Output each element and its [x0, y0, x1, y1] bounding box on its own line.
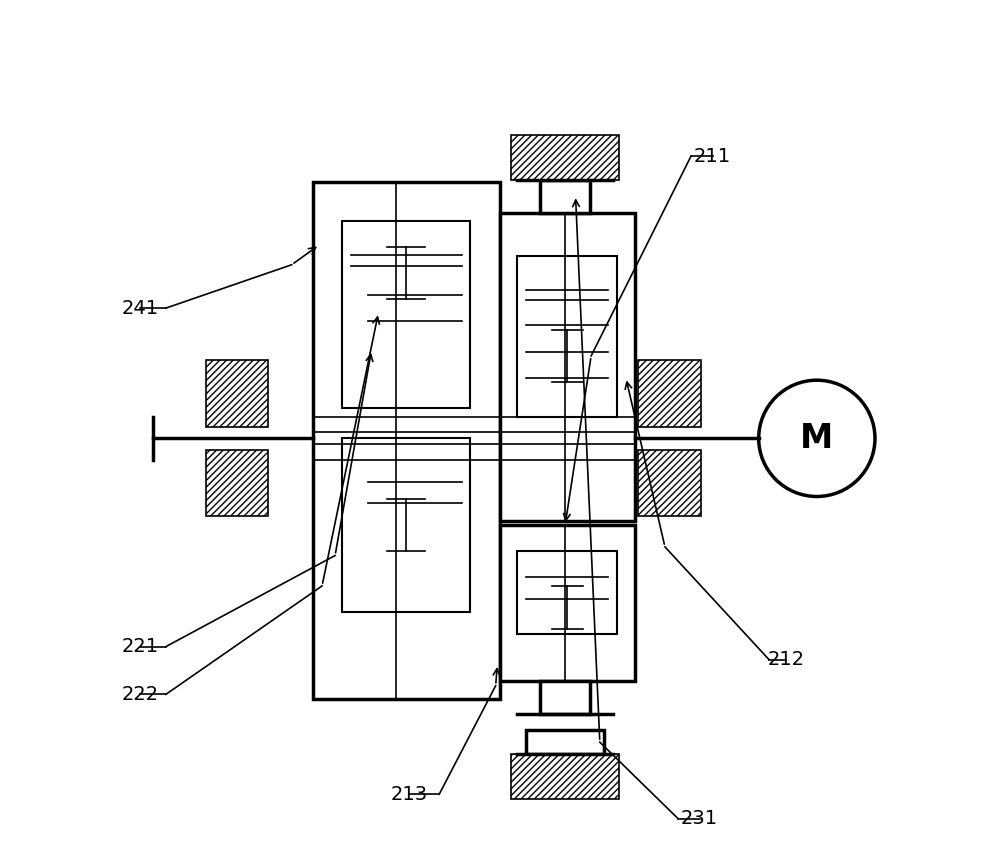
Text: 241: 241 — [121, 299, 158, 318]
Text: 222: 222 — [121, 685, 158, 704]
Bar — [540, 681, 590, 714]
Text: 211: 211 — [694, 147, 731, 166]
Bar — [342, 438, 470, 612]
Bar — [500, 213, 635, 521]
Circle shape — [759, 380, 875, 496]
Bar — [500, 525, 635, 681]
Bar — [638, 450, 701, 516]
Text: M: M — [800, 422, 833, 455]
Bar — [540, 180, 590, 213]
Bar — [511, 754, 619, 799]
Text: 231: 231 — [681, 809, 718, 828]
Bar — [517, 551, 617, 634]
Bar — [206, 450, 268, 516]
Bar — [638, 360, 701, 427]
Text: 212: 212 — [768, 650, 805, 669]
Bar — [206, 360, 268, 427]
Text: 221: 221 — [121, 637, 158, 656]
Bar — [313, 182, 500, 699]
Bar — [517, 256, 617, 417]
Bar — [526, 730, 604, 754]
Bar — [511, 135, 619, 180]
Text: 213: 213 — [390, 785, 427, 804]
Bar — [342, 221, 470, 408]
